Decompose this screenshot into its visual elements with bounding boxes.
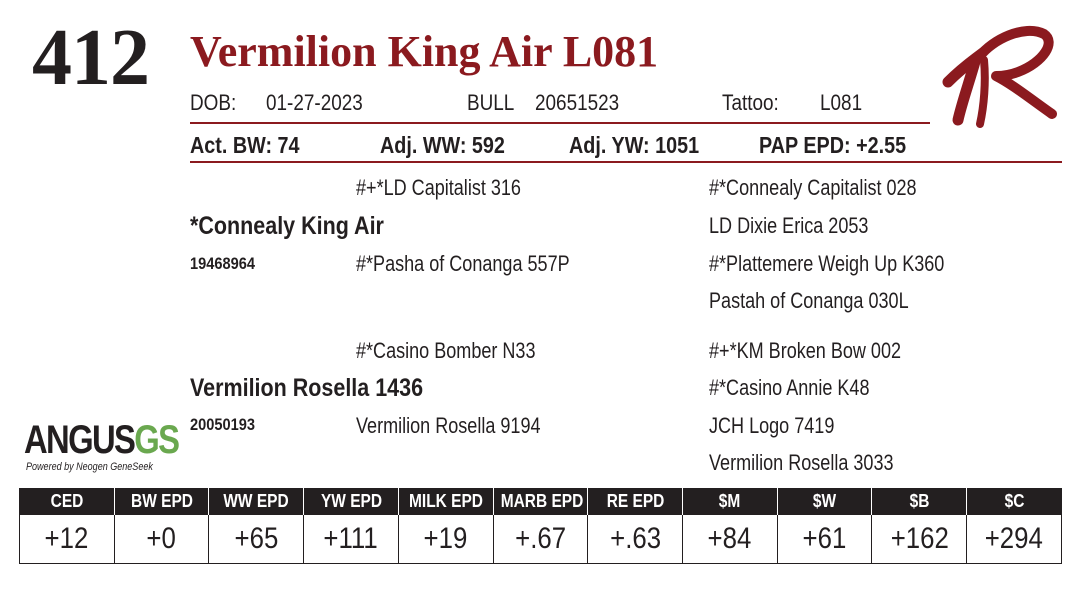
epd-value-marb: +.67	[492, 514, 589, 564]
vr-logo-icon	[942, 25, 1057, 128]
epd-table: CED BW EPD WW EPD YW EPD MILK EPD MARB E…	[19, 488, 1062, 564]
tattoo-value: L081	[820, 90, 863, 115]
adjusted-weaning-weight: Adj. WW: 592	[380, 132, 505, 158]
epd-header-row: CED BW EPD WW EPD YW EPD MILK EPD MARB E…	[19, 488, 1062, 515]
epd-value-ced: +12	[19, 514, 115, 564]
gs-logo-text: GS	[134, 418, 180, 462]
angus-logo-text: ANGUS	[24, 418, 136, 462]
sire-registration: 19468964	[190, 254, 256, 273]
epd-header-re: RE EPD	[587, 488, 683, 515]
dam-name: Vermilion Rosella 1436	[190, 374, 424, 402]
actual-birth-weight: Act. BW: 74	[190, 132, 300, 158]
epd-value-yw: +111	[303, 514, 399, 564]
epd-header-ced: CED	[19, 488, 115, 515]
sire-sire: #+*LD Capitalist 316	[356, 175, 521, 200]
epd-header-marb: MARB EPD	[492, 488, 588, 515]
dam-dam-dam: Vermilion Rosella 3033	[709, 450, 894, 475]
epd-value-re: +.63	[587, 514, 684, 564]
dob-label: DOB:	[190, 90, 237, 115]
sire-dam-dam: Pastah of Conanga 030L	[709, 288, 909, 313]
epd-header-ww: WW EPD	[208, 488, 304, 515]
epd-header-b: $B	[871, 488, 967, 515]
epd-value-b: +162	[871, 514, 968, 564]
dob-value: 01-27-2023	[266, 90, 363, 115]
epd-value-row: +12 +0 +65 +111 +19 +.67 +.63 +84 +61 +1…	[19, 514, 1062, 564]
epd-value-bw: +0	[113, 514, 210, 564]
adjusted-yearling-weight: Adj. YW: 1051	[569, 132, 700, 158]
sire-sire-sire: #*Connealy Capitalist 028	[709, 175, 917, 200]
registration-number: 20651523	[535, 90, 620, 115]
divider-rule	[190, 161, 1062, 163]
dam-dam-sire: JCH Logo 7419	[709, 413, 835, 438]
epd-header-yw: YW EPD	[303, 488, 399, 515]
lot-number: 412	[32, 14, 150, 102]
dam-sire: #*Casino Bomber N33	[356, 338, 536, 363]
pap-epd: PAP EPD: +2.55	[759, 132, 907, 158]
dam-sire-sire: #+*KM Broken Bow 002	[709, 338, 902, 363]
sire-dam: #*Pasha of Conanga 557P	[356, 251, 570, 276]
epd-header-c: $C	[966, 488, 1062, 515]
epd-value-c: +294	[966, 514, 1062, 564]
epd-header-bw: BW EPD	[113, 488, 209, 515]
epd-header-milk: MILK EPD	[397, 488, 494, 515]
tattoo-label: Tattoo:	[722, 90, 779, 115]
angus-gs-logo: ANGUSGS Powered by Neogen GeneSeek	[24, 418, 180, 478]
sire-name: *Connealy King Air	[190, 212, 384, 240]
sire-dam-sire: #*Plattemere Weigh Up K360	[709, 251, 945, 276]
epd-value-milk: +19	[397, 514, 494, 564]
animal-name: Vermilion King Air L081	[190, 27, 659, 76]
epd-header-m: $M	[682, 488, 778, 515]
epd-header-w: $W	[776, 488, 872, 515]
epd-value-w: +61	[776, 514, 873, 564]
dam-registration: 20050193	[190, 415, 256, 434]
dam-dam: Vermilion Rosella 9194	[356, 413, 541, 438]
dam-sire-dam: #*Casino Annie K48	[709, 375, 870, 400]
sex-label: BULL	[467, 90, 515, 115]
epd-value-ww: +65	[208, 514, 305, 564]
divider-rule	[190, 122, 930, 124]
epd-value-m: +84	[682, 514, 778, 564]
sire-sire-dam: LD Dixie Erica 2053	[709, 213, 869, 238]
angus-logo-tagline: Powered by Neogen GeneSeek	[26, 461, 153, 473]
